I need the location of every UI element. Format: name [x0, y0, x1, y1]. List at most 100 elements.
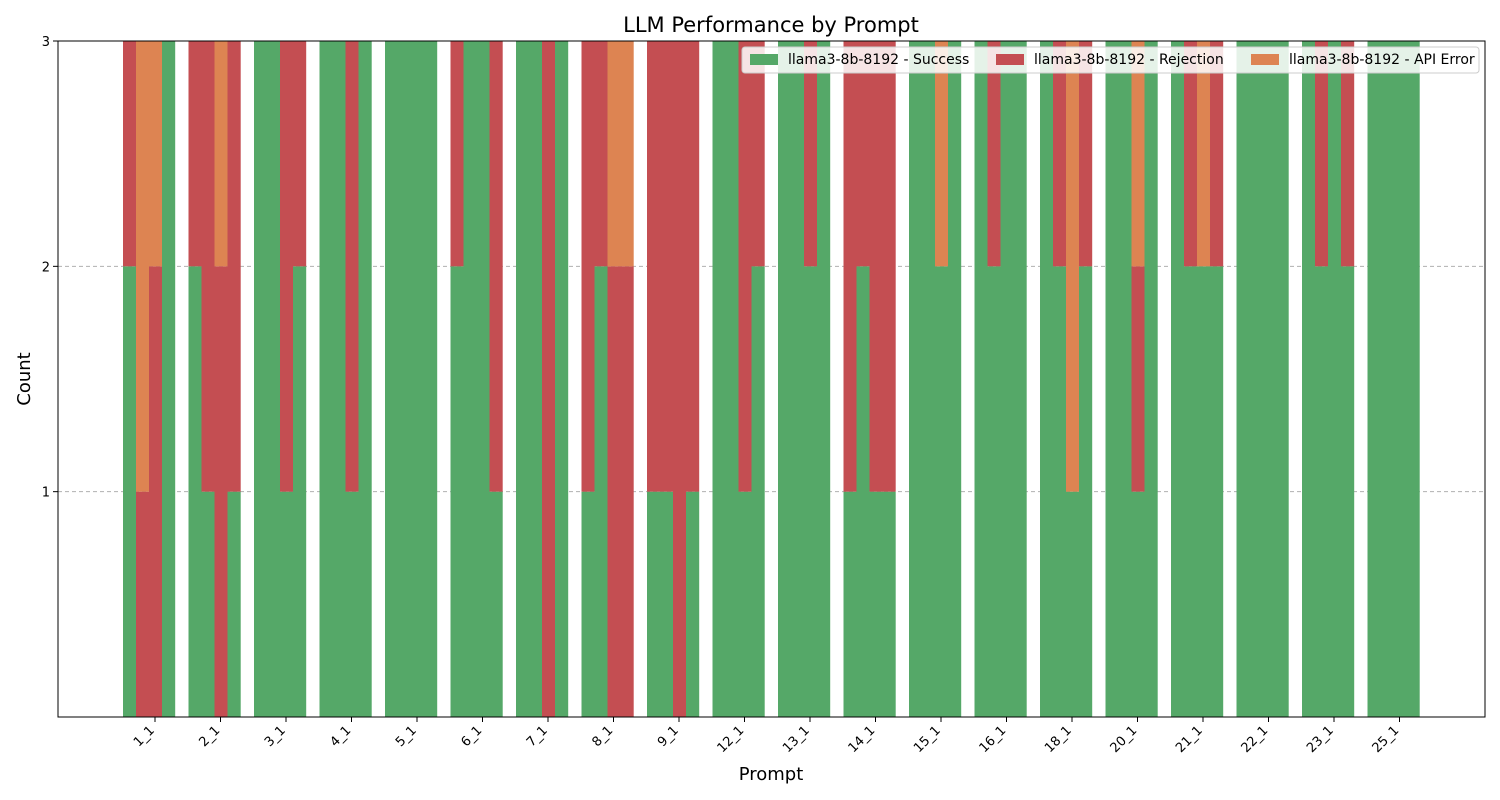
legend-entry: llama3-8b-8192 - API Error — [1289, 52, 1475, 68]
bar-rejection — [489, 41, 503, 492]
bar-success — [1184, 266, 1198, 717]
bar-rejection — [647, 41, 661, 492]
bar-success — [1210, 266, 1224, 717]
bar-success — [358, 41, 372, 717]
bar-success — [1315, 266, 1329, 717]
bar-rejection — [345, 41, 359, 492]
bar-success — [385, 41, 399, 717]
bar-success — [162, 41, 176, 717]
x-tick-label: 12_1 — [715, 723, 748, 756]
legend-swatch — [996, 54, 1024, 65]
bar-rejection — [843, 41, 857, 492]
x-tick-label: 5_1 — [393, 723, 420, 750]
bar-success — [450, 266, 464, 717]
x-tick-label: 2_1 — [196, 723, 223, 750]
bar-rejection — [804, 41, 818, 267]
bar-success — [686, 491, 700, 717]
bar-success — [660, 491, 674, 717]
bar-success — [778, 41, 792, 717]
bar-rejection — [280, 41, 294, 492]
bar-rejection — [1210, 41, 1224, 267]
bar-success — [555, 41, 569, 717]
bar-success — [843, 491, 857, 717]
x-tick-label: 4_1 — [327, 723, 354, 750]
bar-success — [319, 41, 333, 717]
bar-success — [1262, 41, 1276, 717]
legend-entry: llama3-8b-8192 - Success — [788, 52, 969, 68]
bar-success — [1118, 41, 1132, 717]
y-axis: 1 2 3 — [42, 35, 58, 501]
bar-api-error — [136, 41, 150, 492]
y-tick-label: 1 — [42, 486, 50, 501]
bar-rejection — [673, 41, 687, 717]
bar-rejection — [542, 41, 556, 717]
bar-success — [489, 491, 503, 717]
bar-success — [1144, 41, 1158, 717]
bar-success — [1380, 41, 1394, 717]
legend-box — [741, 46, 1480, 74]
bar-rejection — [581, 41, 595, 492]
bar-success — [1302, 41, 1316, 717]
x-tick-label: 23_1 — [1304, 723, 1337, 756]
bar-success — [516, 41, 530, 717]
bar-success — [1341, 266, 1355, 717]
chart-title: LLM Performance by Prompt — [623, 13, 919, 37]
bar-success — [1197, 266, 1211, 717]
bar-success — [529, 41, 543, 717]
bars — [123, 41, 1420, 717]
bar-success — [293, 266, 307, 717]
bar-rejection — [450, 41, 464, 267]
bar-rejection — [882, 41, 896, 492]
bar-rejection — [188, 41, 202, 267]
x-tick-label: 25_1 — [1370, 723, 1403, 756]
bar-success — [581, 491, 595, 717]
bar-success — [1000, 41, 1014, 717]
bar-success — [987, 266, 1001, 717]
bar-api-error — [607, 41, 621, 267]
plot-frame — [57, 40, 1486, 718]
legend-entry: llama3-8b-8192 - Rejection — [1034, 52, 1224, 68]
bar-api-error — [620, 41, 634, 267]
bar-rejection — [1315, 41, 1329, 267]
bar-success — [751, 266, 765, 717]
x-tick-label: 16_1 — [977, 723, 1010, 756]
bar-success — [725, 41, 739, 717]
bar-success — [1013, 41, 1027, 717]
legend-swatch — [750, 54, 778, 65]
bar-success — [1249, 41, 1263, 717]
bar-success — [1236, 41, 1250, 717]
bar-success — [227, 491, 241, 717]
bar-success — [188, 266, 202, 717]
x-tick-label: 15_1 — [911, 723, 944, 756]
bar-api-error — [935, 41, 949, 267]
bar-rejection — [149, 266, 163, 717]
x-axis-label: Prompt — [739, 764, 804, 785]
x-tick-label: 21_1 — [1173, 723, 1206, 756]
bar-rejection — [1131, 266, 1145, 492]
bar-rejection — [987, 41, 1001, 267]
bar-success — [1053, 266, 1067, 717]
bar-rejection — [751, 41, 765, 267]
bar-rejection — [620, 266, 634, 717]
legend-swatch — [1251, 54, 1279, 65]
bar-rejection — [214, 266, 228, 717]
bar-success — [201, 491, 215, 717]
bar-success — [647, 491, 661, 717]
bar-rejection — [686, 41, 700, 492]
bar-rejection — [594, 41, 608, 267]
bar-success — [1393, 41, 1407, 717]
bar-success — [869, 491, 883, 717]
bar-success — [974, 41, 988, 717]
bar-success — [922, 41, 936, 717]
bar-success — [123, 266, 137, 717]
bar-success — [280, 491, 294, 717]
x-tick-label: 13_1 — [780, 723, 813, 756]
bar-api-error — [1066, 41, 1080, 492]
bar-success — [1406, 41, 1420, 717]
x-tick-label: 6_1 — [458, 723, 485, 750]
bar-success — [1171, 41, 1185, 717]
y-tick-label: 2 — [42, 260, 50, 275]
bar-rejection — [293, 41, 307, 267]
x-axis: 1_1 2_1 3_1 4_1 5_1 6_1 7_1 8_1 9_1 12_1 13_1 14_1 1… — [131, 717, 1402, 756]
